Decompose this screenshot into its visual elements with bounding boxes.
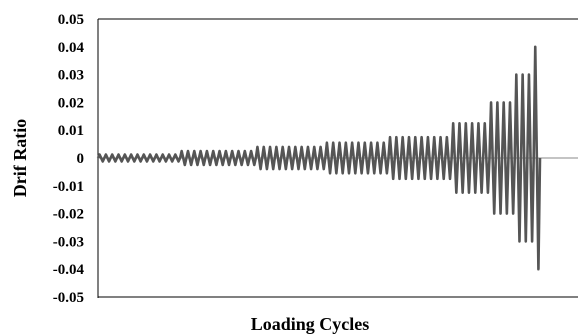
y-tick-label: 0.05 <box>58 12 84 28</box>
drift-ratio-series <box>96 45 542 271</box>
y-tick-labels: 0.05 0.04 0.03 0.02 0.01 0 -0.01 -0.02 -0.03 -0.0… <box>53 12 85 306</box>
y-tick-label: 0.02 <box>58 95 84 111</box>
y-tick-label: 0 <box>77 151 85 167</box>
x-axis-title: Loading Cycles <box>251 314 370 334</box>
y-tick-label: 0.01 <box>58 123 84 139</box>
y-tick-label: -0.02 <box>53 207 84 223</box>
y-tick-label: -0.03 <box>53 234 84 250</box>
y-tick-label: -0.01 <box>53 179 84 195</box>
y-tick-label: 0.03 <box>58 68 84 84</box>
y-tick-label: 0.04 <box>58 40 85 56</box>
y-tick-label: -0.05 <box>53 290 84 306</box>
y-tick-label: -0.04 <box>53 262 85 278</box>
y-axis-title: Drif Ratio <box>10 119 30 197</box>
